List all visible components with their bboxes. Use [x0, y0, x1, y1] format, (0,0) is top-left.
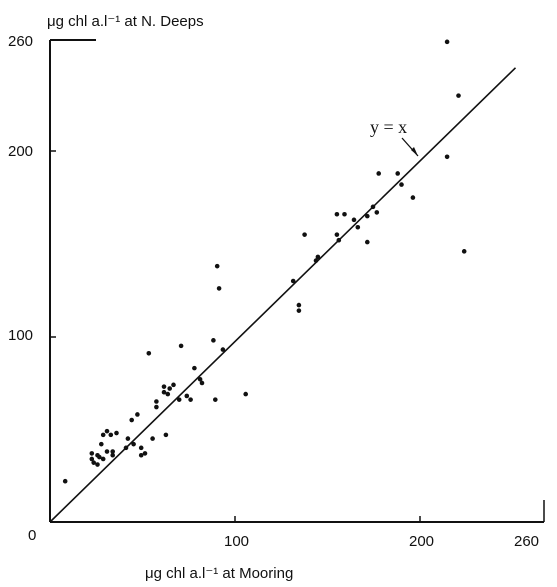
data-point-42 — [213, 397, 218, 402]
data-point-50 — [302, 232, 307, 237]
data-point-16 — [123, 445, 129, 451]
data-point-59 — [365, 239, 370, 245]
data-point-29 — [161, 384, 167, 389]
y-tick-label-200: 200 — [8, 143, 33, 160]
data-point-8 — [100, 432, 106, 438]
data-point-7 — [99, 441, 104, 447]
data-point-63 — [376, 171, 382, 176]
x-tick-label-260: 260 — [514, 533, 539, 550]
data-point-58 — [355, 224, 361, 230]
data-point-0 — [62, 478, 68, 484]
data-point-37 — [188, 397, 193, 402]
data-point-41 — [211, 338, 216, 343]
data-point-48 — [296, 302, 302, 308]
data-point-30 — [163, 432, 169, 438]
data-point-67 — [444, 39, 450, 45]
data-point-52 — [315, 254, 321, 260]
data-point-25 — [150, 436, 155, 441]
data-point-18 — [129, 417, 134, 423]
data-point-54 — [334, 232, 340, 237]
data-point-26 — [154, 404, 159, 410]
data-point-31 — [165, 391, 171, 397]
y-equals-x-annotation: y = x — [370, 117, 407, 137]
data-point-4 — [95, 462, 100, 467]
data-point-17 — [125, 436, 131, 441]
data-point-44 — [216, 286, 222, 291]
data-point-15 — [114, 430, 119, 436]
data-point-35 — [178, 343, 184, 349]
data-point-39 — [197, 376, 203, 382]
data-point-33 — [171, 382, 176, 388]
data-point-69 — [456, 93, 461, 98]
data-point-43 — [214, 263, 220, 269]
data-point-32 — [167, 386, 172, 391]
y-tick-label-100: 100 — [8, 327, 33, 344]
data-point-61 — [370, 204, 376, 210]
y-equals-x-line — [49, 67, 517, 523]
y-axis-label: μg chl a.l⁻¹ at N. Deeps — [47, 13, 204, 30]
data-point-23 — [142, 451, 148, 456]
x-tick-label-200: 200 — [409, 533, 434, 550]
data-point-47 — [290, 278, 296, 284]
data-point-64 — [395, 171, 401, 176]
data-point-53 — [334, 211, 340, 217]
x-axis-label: μg chl a.l⁻¹ at Mooring — [145, 565, 293, 582]
data-point-46 — [243, 391, 248, 397]
data-point-22 — [138, 452, 144, 458]
data-point-11 — [104, 428, 110, 434]
data-point-20 — [135, 412, 140, 417]
data-point-65 — [399, 182, 404, 187]
data-point-36 — [184, 393, 190, 399]
data-point-56 — [342, 211, 347, 217]
data-point-45 — [220, 347, 226, 352]
data-point-28 — [161, 389, 167, 395]
data-point-38 — [192, 365, 197, 371]
data-point-70 — [461, 249, 467, 254]
y-equals-x-arrowhead — [411, 147, 418, 156]
data-point-68 — [444, 154, 450, 160]
data-point-62 — [374, 210, 380, 215]
data-point-60 — [365, 213, 370, 219]
data-point-3 — [91, 460, 96, 465]
data-point-40 — [199, 380, 205, 386]
data-point-9 — [100, 456, 106, 462]
data-point-24 — [146, 351, 152, 356]
data-point-57 — [351, 217, 357, 223]
data-points — [62, 39, 467, 484]
data-point-1 — [89, 456, 95, 462]
y-tick-label-260: 260 — [8, 33, 33, 50]
data-point-34 — [176, 397, 182, 402]
data-point-6 — [97, 454, 102, 460]
data-point-21 — [138, 445, 144, 451]
data-point-14 — [110, 452, 115, 458]
data-point-2 — [89, 451, 95, 456]
data-point-66 — [410, 195, 416, 200]
data-point-13 — [110, 449, 115, 454]
data-point-55 — [336, 237, 342, 243]
data-point-51 — [313, 258, 319, 263]
x-tick-label-100: 100 — [224, 533, 249, 550]
data-point-12 — [108, 432, 114, 438]
x-tick-label-0: 0 — [28, 527, 36, 544]
data-point-10 — [104, 449, 110, 454]
data-point-49 — [296, 308, 302, 313]
data-point-19 — [131, 441, 136, 447]
data-point-27 — [154, 399, 159, 404]
